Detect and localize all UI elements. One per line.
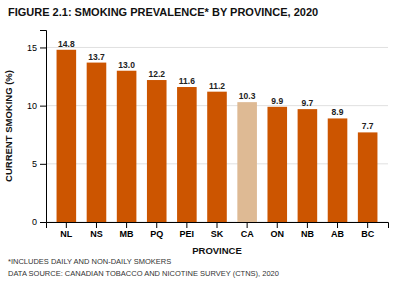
x-tick: MB bbox=[120, 222, 134, 239]
x-tick-label: NB bbox=[301, 229, 314, 239]
data-label: 14.8 bbox=[58, 39, 75, 49]
x-tick-label: NL bbox=[60, 229, 72, 239]
grid bbox=[46, 47, 388, 222]
y-tick-label: 5 bbox=[32, 159, 37, 169]
bar bbox=[147, 80, 167, 222]
x-tick-label: SK bbox=[211, 229, 224, 239]
footnote: *INCLUDES DAILY AND NON-DAILY SMOKERS bbox=[8, 257, 171, 266]
y-tick: 5 bbox=[32, 159, 46, 169]
y-tick: 15 bbox=[27, 43, 46, 53]
y-tick-mark bbox=[40, 164, 46, 165]
x-axis-line bbox=[47, 223, 389, 229]
bar bbox=[358, 132, 378, 222]
plot: 14.8 13.7 13.0 12.2 11.6 11.2 10.3 9.9 9.7 8.9 7.7… bbox=[27, 31, 389, 240]
y-tick-mark bbox=[40, 106, 46, 107]
x-tick: NL bbox=[60, 222, 72, 239]
y-tick-label: 15 bbox=[27, 43, 37, 53]
x-tick: SK bbox=[211, 222, 224, 239]
x-tick: NB bbox=[301, 222, 314, 239]
data-label: 9.7 bbox=[301, 98, 313, 108]
x-tick-mark bbox=[307, 222, 308, 228]
y-tick-label: 0 bbox=[32, 217, 37, 227]
x-tick-mark bbox=[277, 222, 278, 228]
x-axis: NL NS MB PQ PEI SK CA ON NB AB BC bbox=[47, 222, 389, 239]
bar bbox=[298, 109, 318, 222]
chart: FIGURE 2.1: SMOKING PREVALENCE* BY PROVI… bbox=[0, 0, 400, 284]
x-tick-mark bbox=[247, 222, 248, 228]
x-tick: CA bbox=[241, 222, 254, 239]
bar bbox=[207, 92, 227, 222]
footnote: DATA SOURCE: CANADIAN TOBACCO AND NICOTI… bbox=[8, 269, 279, 278]
data-label: 12.2 bbox=[148, 69, 165, 79]
x-tick: PEI bbox=[180, 222, 195, 239]
bars bbox=[57, 50, 378, 222]
data-label: 13.0 bbox=[118, 60, 135, 70]
y-tick-mark bbox=[40, 47, 46, 48]
data-labels: 14.8 13.7 13.0 12.2 11.6 11.2 10.3 9.9 9.7 8.9 7.7 bbox=[58, 39, 374, 132]
x-tick-mark bbox=[367, 222, 368, 228]
x-tick-label: CA bbox=[241, 229, 254, 239]
data-label: 11.6 bbox=[179, 76, 195, 86]
data-label: 13.7 bbox=[88, 52, 105, 62]
x-tick-label: PEI bbox=[180, 229, 195, 239]
x-tick-mark bbox=[186, 222, 187, 228]
x-tick-mark bbox=[156, 222, 157, 228]
data-label: 8.9 bbox=[332, 107, 344, 117]
bar bbox=[117, 71, 137, 222]
x-tick: PQ bbox=[150, 222, 163, 239]
bar bbox=[328, 118, 348, 222]
bar bbox=[57, 50, 77, 222]
bar bbox=[87, 63, 107, 222]
data-label: 7.7 bbox=[362, 121, 374, 131]
x-tick-label: AB bbox=[331, 229, 344, 239]
x-axis-title: PROVINCE bbox=[192, 245, 242, 256]
y-tick: 0 bbox=[32, 217, 46, 227]
x-tick: BC bbox=[361, 222, 374, 239]
y-tick: 10 bbox=[27, 101, 46, 111]
x-tick-mark bbox=[217, 222, 218, 228]
x-tick-label: BC bbox=[361, 229, 374, 239]
title: FIGURE 2.1: SMOKING PREVALENCE* BY PROVI… bbox=[8, 6, 318, 18]
y-tick-label: 10 bbox=[27, 101, 37, 111]
bar bbox=[267, 107, 287, 222]
x-tick-label: ON bbox=[271, 229, 285, 239]
y-axis-line bbox=[40, 31, 47, 223]
y-axis: 0 5 10 15 bbox=[27, 31, 47, 228]
bar bbox=[177, 87, 197, 222]
x-tick-label: NS bbox=[90, 229, 103, 239]
x-tick: AB bbox=[331, 222, 344, 239]
x-tick-mark bbox=[337, 222, 338, 228]
bar bbox=[237, 102, 257, 222]
x-tick-mark bbox=[126, 222, 127, 228]
data-label: 11.2 bbox=[209, 81, 225, 91]
x-tick-label: PQ bbox=[150, 229, 163, 239]
x-tick: NS bbox=[90, 222, 103, 239]
data-label: 10.3 bbox=[239, 91, 256, 101]
grid-line bbox=[46, 47, 388, 48]
x-tick-mark bbox=[96, 222, 97, 228]
x-tick: ON bbox=[271, 222, 285, 239]
y-tick-mark bbox=[40, 222, 46, 223]
x-tick-label: MB bbox=[120, 229, 134, 239]
x-tick-mark bbox=[66, 222, 67, 228]
data-label: 9.9 bbox=[271, 96, 283, 106]
y-axis-title: CURRENT SMOKING (%) bbox=[3, 70, 14, 182]
